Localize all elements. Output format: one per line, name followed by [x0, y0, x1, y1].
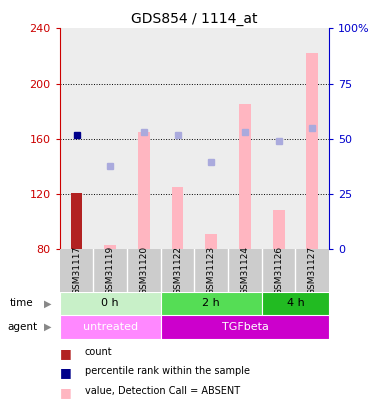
Text: GSM31127: GSM31127: [308, 246, 317, 295]
Text: count: count: [85, 347, 112, 357]
Bar: [306, 53, 318, 249]
Bar: [262, 28, 296, 249]
Bar: [104, 245, 116, 249]
Text: GSM31119: GSM31119: [106, 246, 115, 295]
Text: 0 h: 0 h: [101, 298, 119, 308]
Text: 2 h: 2 h: [203, 298, 220, 308]
Bar: [273, 211, 285, 249]
Text: GSM31123: GSM31123: [207, 246, 216, 295]
Text: ■: ■: [60, 386, 72, 399]
Bar: [262, 292, 329, 315]
Text: GSM31120: GSM31120: [139, 246, 148, 295]
Text: ▶: ▶: [44, 322, 51, 332]
Text: 4 h: 4 h: [286, 298, 305, 308]
Bar: [138, 132, 150, 249]
Bar: [60, 315, 161, 339]
Bar: [127, 28, 161, 249]
Text: TGFbeta: TGFbeta: [221, 322, 268, 332]
Bar: [194, 28, 228, 249]
Text: ▶: ▶: [44, 298, 51, 308]
Text: GSM31117: GSM31117: [72, 246, 81, 295]
Bar: [239, 104, 251, 249]
Bar: [161, 292, 262, 315]
Bar: [296, 28, 329, 249]
Bar: [60, 292, 161, 315]
Bar: [60, 28, 93, 249]
Text: agent: agent: [8, 322, 38, 332]
Title: GDS854 / 1114_at: GDS854 / 1114_at: [131, 12, 258, 26]
Bar: [205, 234, 217, 249]
Bar: [161, 315, 329, 339]
Bar: [93, 28, 127, 249]
Bar: [161, 28, 194, 249]
Bar: [228, 28, 262, 249]
Text: ■: ■: [60, 347, 72, 360]
Text: percentile rank within the sample: percentile rank within the sample: [85, 366, 250, 376]
Bar: [70, 192, 82, 249]
Bar: [172, 187, 184, 249]
Text: time: time: [10, 298, 33, 308]
Text: GSM31126: GSM31126: [274, 246, 283, 295]
Text: ■: ■: [60, 366, 72, 379]
Text: untreated: untreated: [83, 322, 138, 332]
Text: GSM31122: GSM31122: [173, 246, 182, 295]
Text: value, Detection Call = ABSENT: value, Detection Call = ABSENT: [85, 386, 240, 396]
Text: GSM31124: GSM31124: [241, 246, 249, 295]
